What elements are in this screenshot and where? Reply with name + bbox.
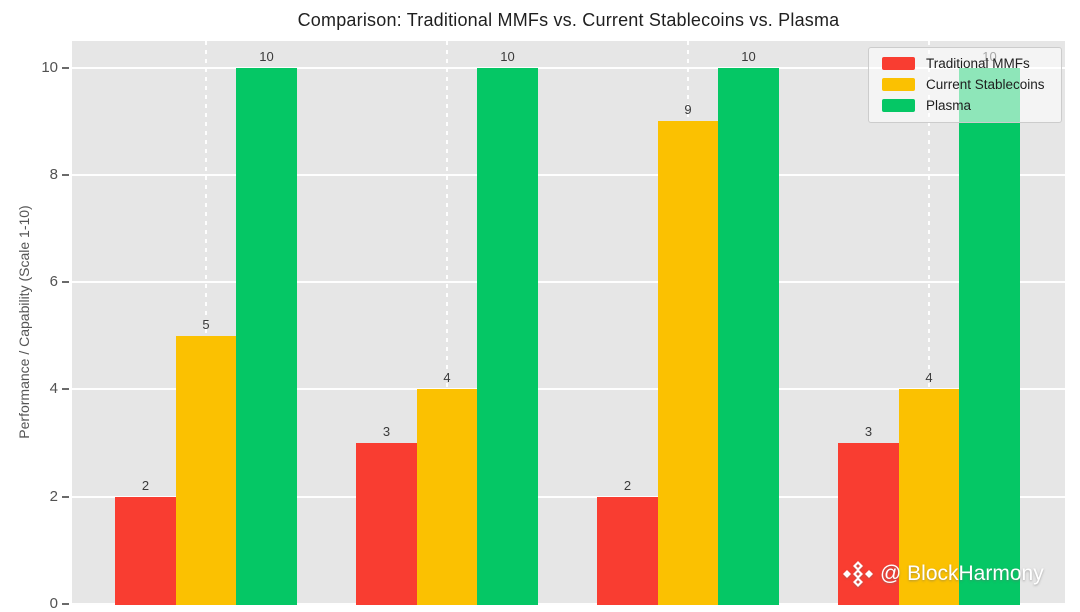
- binance-diamond-icon: [843, 561, 873, 587]
- gridline-vertical: [928, 41, 930, 605]
- bar-current-stablecoins: [175, 335, 237, 605]
- bar-value-label: 3: [382, 424, 391, 440]
- y-tick-mark: [62, 173, 69, 176]
- bar-value-label: 3: [864, 424, 873, 440]
- gridline-horizontal: [72, 281, 1065, 284]
- bar-value-label: 10: [500, 48, 515, 64]
- watermark-text: @ BlockHarmony: [880, 562, 1044, 585]
- bar-value-label: 10: [741, 48, 756, 64]
- gridline-horizontal: [72, 173, 1065, 176]
- y-tick-label: 10: [41, 58, 58, 76]
- y-tick-label: 0: [49, 595, 58, 612]
- y-axis-label: Performance / Capability (Scale 1-10): [16, 205, 32, 439]
- gridline-horizontal: [72, 388, 1065, 391]
- y-tick-mark: [62, 495, 69, 498]
- bar-value-label: 2: [141, 477, 150, 493]
- plot-area: 2323549410101010: [72, 41, 1065, 605]
- y-tick-mark: [62, 66, 69, 69]
- legend-item-label: Plasma: [926, 98, 972, 113]
- bar-value-label: 10: [259, 48, 274, 64]
- gridline-vertical: [446, 41, 448, 605]
- y-tick-label: 2: [49, 487, 58, 505]
- bar-value-label: 4: [443, 370, 451, 386]
- gridline-vertical: [205, 41, 207, 605]
- legend-swatch: [882, 99, 915, 112]
- legend-item-label: Current Stablecoins: [926, 77, 1045, 92]
- gridline-horizontal: [72, 603, 1065, 605]
- legend-swatch: [882, 57, 915, 70]
- bar-traditional-mmfs: [115, 496, 176, 605]
- bar-plasma: [959, 67, 1020, 605]
- legend-swatch: [882, 78, 915, 91]
- y-tick-label: 4: [49, 380, 58, 398]
- bar-plasma: [718, 67, 779, 605]
- bar-value-label: 9: [684, 102, 692, 118]
- y-tick-mark: [62, 388, 69, 391]
- legend-item: Traditional MMFs: [869, 53, 1061, 74]
- bar-plasma: [477, 67, 538, 605]
- bar-plasma: [236, 67, 297, 605]
- bar-current-stablecoins: [898, 389, 960, 605]
- y-tick-label: 8: [49, 165, 58, 183]
- gridline-horizontal: [72, 66, 1065, 69]
- bar-value-label: 2: [623, 477, 632, 493]
- legend-item: Current Stablecoins: [869, 74, 1061, 95]
- y-tick-label: 6: [49, 273, 58, 291]
- bar-traditional-mmfs: [356, 443, 417, 605]
- y-tick-mark: [62, 281, 69, 284]
- bar-value-label: 5: [202, 316, 210, 332]
- bar-current-stablecoins: [657, 121, 719, 605]
- bar-current-stablecoins: [416, 389, 478, 605]
- legend-item: Plasma: [869, 95, 1061, 116]
- watermark: @ BlockHarmony: [843, 559, 1044, 589]
- y-tick-mark: [62, 603, 69, 605]
- bar-traditional-mmfs: [838, 443, 899, 605]
- bar-value-label: 4: [925, 370, 933, 386]
- bar-traditional-mmfs: [597, 496, 658, 605]
- legend-item-label: Traditional MMFs: [926, 56, 1030, 71]
- chart-title: Comparison: Traditional MMFs vs. Current…: [297, 10, 840, 30]
- gridline-horizontal: [72, 495, 1065, 498]
- legend: Traditional MMFs Current Stablecoins Plasm…: [868, 47, 1062, 123]
